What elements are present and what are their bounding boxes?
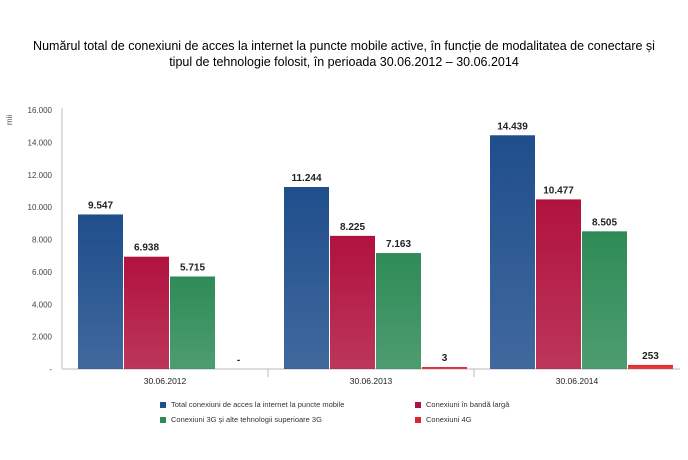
data-label: 8.225 xyxy=(340,222,365,233)
legend-swatch xyxy=(415,401,421,408)
x-tick-label: 30.06.2012 xyxy=(144,376,187,386)
y-tick-label: 2.000 xyxy=(32,333,53,342)
legend-swatch xyxy=(160,401,166,408)
legend-swatch xyxy=(415,416,421,423)
data-label: - xyxy=(237,355,240,366)
bar-chart: mii - 2.000 4.000 6.000 8.000 10.000 12.000 14.0… xyxy=(5,106,680,386)
chart-title: Numărul total de conexiuni de acces la i… xyxy=(20,38,668,70)
y-tick-label: 10.000 xyxy=(28,203,53,212)
legend-item: Conexiuni în bandă largă xyxy=(415,400,575,409)
y-tick-label: 4.000 xyxy=(32,300,53,309)
data-label: 14.439 xyxy=(497,121,528,132)
bar xyxy=(284,186,329,369)
chart-title-line-1: Numărul total de conexiuni de acces la i… xyxy=(33,39,655,53)
data-label: 7.163 xyxy=(386,239,411,250)
chart-title-line-2: tipul de tehnologie folosit, în perioada… xyxy=(169,55,519,69)
bar xyxy=(124,256,169,369)
legend-item: Conexiuni 3G și alte tehnologii superioa… xyxy=(160,415,415,424)
legend-item: Conexiuni 4G xyxy=(415,415,575,424)
bar xyxy=(628,364,673,369)
legend-label: Total conexiuni de acces la internet la … xyxy=(171,400,345,409)
bar xyxy=(376,253,421,369)
x-tick-label: 30.06.2014 xyxy=(556,376,599,386)
bar xyxy=(422,367,467,369)
data-label: 9.547 xyxy=(88,200,113,211)
y-tick-label: - xyxy=(49,365,52,374)
data-label: 11.244 xyxy=(291,173,321,184)
data-label: 253 xyxy=(642,351,659,362)
chart-legend: Total conexiuni de acces la internet la … xyxy=(160,400,580,424)
bar xyxy=(536,199,581,369)
y-tick-label: 6.000 xyxy=(32,268,53,277)
data-label: 6.938 xyxy=(134,243,159,254)
bar xyxy=(490,135,535,369)
y-tick-label: 14.000 xyxy=(28,138,53,147)
data-label: 3 xyxy=(442,353,448,364)
bar xyxy=(330,235,375,369)
y-axis-label: mii xyxy=(5,115,14,125)
bar xyxy=(78,214,123,369)
data-label: 8.505 xyxy=(592,217,617,228)
data-label: 5.715 xyxy=(180,262,205,273)
legend-swatch xyxy=(160,416,166,423)
y-tick-label: 16.000 xyxy=(28,106,53,115)
y-tick-label: 8.000 xyxy=(32,236,53,245)
legend-label: Conexiuni 4G xyxy=(426,415,472,424)
bar xyxy=(170,276,215,369)
x-tick-label: 30.06.2013 xyxy=(350,376,393,386)
bar xyxy=(582,231,627,369)
y-tick-label: 12.000 xyxy=(28,171,53,180)
legend-item: Total conexiuni de acces la internet la … xyxy=(160,400,415,409)
data-label: 10.477 xyxy=(543,185,574,196)
legend-label: Conexiuni în bandă largă xyxy=(426,400,510,409)
legend-label: Conexiuni 3G și alte tehnologii superioa… xyxy=(171,415,322,424)
